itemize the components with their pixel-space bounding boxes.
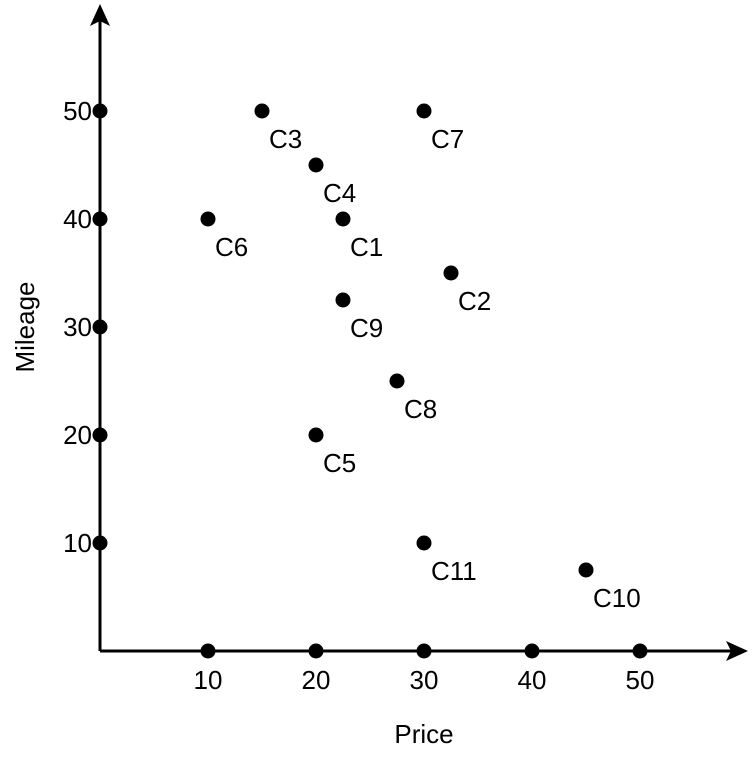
data-point-c3 <box>254 103 270 119</box>
data-point-c5 <box>308 427 324 443</box>
x-tick-marker <box>524 643 540 659</box>
y-tick-marker <box>92 319 108 335</box>
point-label-c6: C6 <box>215 232 248 262</box>
y-tick-label: 50 <box>63 96 92 126</box>
data-point-c6 <box>200 211 216 227</box>
point-label-c10: C10 <box>593 583 641 613</box>
point-label-c4: C4 <box>323 178 356 208</box>
point-label-c5: C5 <box>323 448 356 478</box>
point-label-c7: C7 <box>431 124 464 154</box>
data-point-c4 <box>308 157 324 173</box>
y-tick-label: 20 <box>63 420 92 450</box>
data-point-c7 <box>416 103 432 119</box>
y-tick-marker <box>92 103 108 119</box>
y-tick-label: 30 <box>63 312 92 342</box>
y-tick-marker <box>92 535 108 551</box>
y-axis-label: Mileage <box>10 281 40 372</box>
point-label-c11: C11 <box>431 556 477 586</box>
x-tick-marker <box>200 643 216 659</box>
axes <box>90 4 748 661</box>
x-axis-label: Price <box>394 719 453 749</box>
data-point-c8 <box>389 373 405 389</box>
ticks: 10 20 30 40 50 10 20 30 40 50 <box>63 96 654 695</box>
x-tick-marker <box>632 643 648 659</box>
y-axis-arrow <box>90 4 110 26</box>
point-label-c1: C1 <box>350 232 383 262</box>
point-label-c9: C9 <box>350 313 383 343</box>
point-label-c8: C8 <box>404 394 437 424</box>
x-tick-marker <box>308 643 324 659</box>
y-tick-marker <box>92 211 108 227</box>
x-axis-arrow <box>726 641 748 661</box>
x-tick-label: 50 <box>626 665 655 695</box>
data-point-c9 <box>335 292 351 308</box>
x-tick-label: 20 <box>302 665 331 695</box>
x-tick-label: 30 <box>410 665 439 695</box>
data-points: C1 C2 C3 C4 C5 C6 C7 C8 C9 C10 C11 <box>200 103 641 613</box>
data-point-c10 <box>578 562 594 578</box>
point-label-c2: C2 <box>458 286 491 316</box>
data-point-c2 <box>443 265 459 281</box>
data-point-c11 <box>416 535 432 551</box>
x-tick-label: 40 <box>518 665 547 695</box>
y-tick-label: 10 <box>63 528 92 558</box>
data-point-c1 <box>335 211 351 227</box>
point-label-c3: C3 <box>269 124 302 154</box>
x-tick-label: 10 <box>194 665 223 695</box>
y-tick-marker <box>92 427 108 443</box>
x-tick-marker <box>416 643 432 659</box>
y-tick-label: 40 <box>63 204 92 234</box>
